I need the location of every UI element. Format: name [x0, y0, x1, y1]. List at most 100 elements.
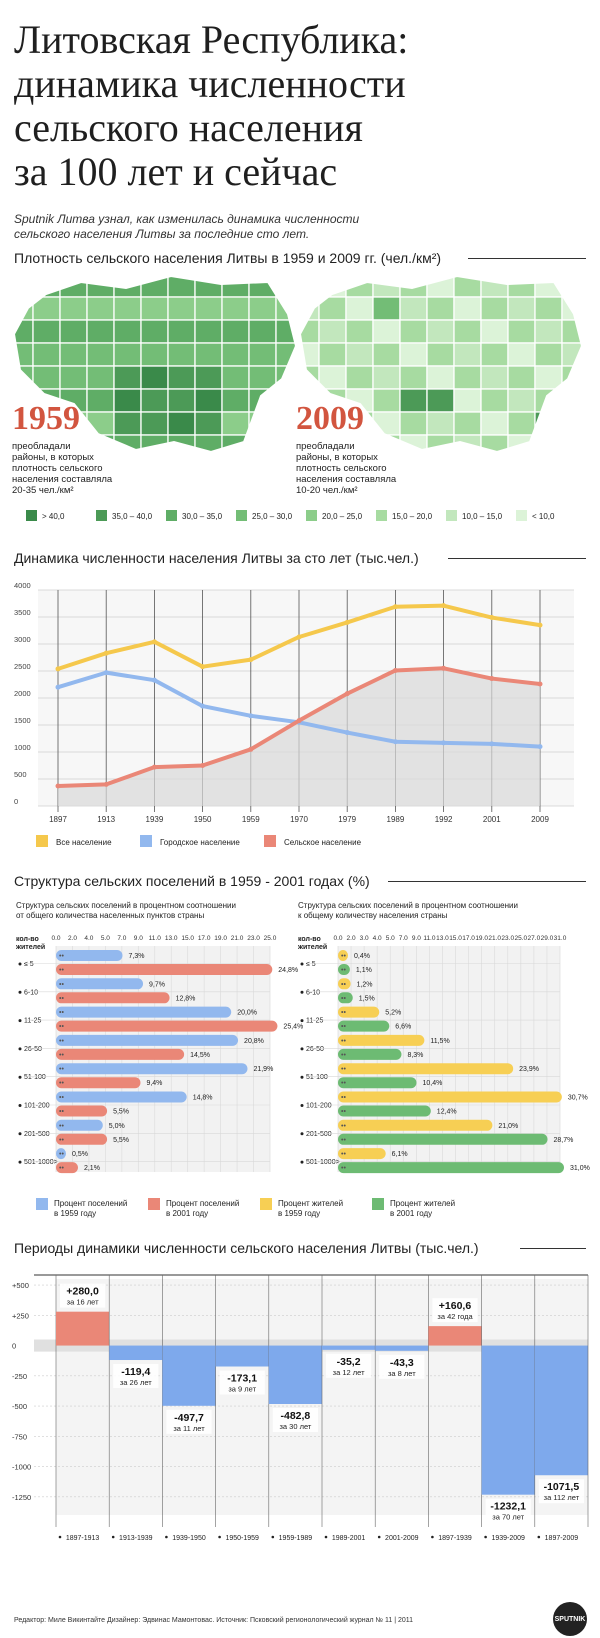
period-bar: [109, 1345, 163, 1361]
category-label: 201-500: [24, 1131, 50, 1138]
legend-label: в 1959 году: [278, 1209, 320, 1218]
year-label-2009: 2009: [296, 400, 364, 437]
panel-title-line: к общему количеству населения страны: [298, 911, 448, 920]
map-district: [300, 276, 320, 298]
bar-1: [338, 1133, 548, 1145]
category-label: ≤ 5: [24, 961, 34, 968]
category-label: 11-25: [306, 1018, 323, 1025]
map-district: [399, 342, 428, 367]
x-tick-label: 5.0: [101, 935, 110, 942]
category-dot: [58, 1535, 62, 1539]
x-tick-label: 1897-1939: [438, 1535, 472, 1542]
bar-value-label: 14,8%: [193, 1095, 213, 1102]
map-district: [86, 411, 115, 436]
x-tick-label: 1939-1950: [172, 1535, 206, 1542]
bar-dots: ••: [59, 953, 64, 960]
title-line-2: динамика численности: [14, 61, 406, 106]
x-tick-label: 1897-1913: [66, 1535, 100, 1542]
bar-dots: ••: [59, 1024, 64, 1031]
legend-label: 20,0 – 25,0: [322, 512, 363, 521]
category-dot: [300, 1019, 304, 1023]
bar-value-label: 0,4%: [354, 953, 370, 960]
period-bar: [56, 1311, 110, 1346]
bar-value-label: 20,8%: [244, 1038, 264, 1045]
map-note-line: населения составляла: [12, 474, 113, 485]
data-point: [248, 713, 254, 719]
map-note-line: 20-35 чел./км²: [12, 485, 74, 496]
data-point: [248, 746, 254, 752]
map-district: [561, 276, 582, 298]
bar-value-label: 1,1%: [356, 967, 372, 974]
legend-swatch: [96, 510, 107, 521]
map-note-line: плотность сельского: [12, 463, 103, 474]
map-district: [453, 365, 482, 390]
x-tick-label: 19.0: [475, 935, 488, 942]
bar-value-label: 31,0%: [570, 1165, 590, 1172]
map-district: [507, 296, 536, 321]
legend-swatch: [446, 510, 457, 521]
data-point: [489, 676, 495, 682]
bar-value-label: 30,7%: [568, 1095, 588, 1102]
bar-0: [56, 1034, 239, 1046]
x-tick-label: 15.0: [181, 935, 194, 942]
x-tick-label: 3.0: [360, 935, 369, 942]
map-district: [248, 434, 277, 452]
bar-0: [338, 1119, 493, 1131]
y-tick-label: -1250: [12, 1493, 31, 1502]
map-district: [194, 296, 223, 321]
map-district: [59, 319, 88, 344]
category-dot: [18, 1019, 22, 1023]
page-title: Литовская Республика: динамика численнос…: [14, 18, 584, 194]
map-district: [561, 365, 582, 390]
map-district: [167, 411, 196, 436]
x-tick-label: 13.0: [165, 935, 178, 942]
bar-dots: ••: [341, 1165, 346, 1172]
bar-value-label: 5,5%: [113, 1109, 129, 1116]
bar-1: [56, 1077, 141, 1089]
map-district: [248, 365, 277, 390]
sputnik-logo: SPUTNIK: [553, 1602, 587, 1636]
category-dot: [18, 962, 22, 966]
bar-dots: ••: [341, 995, 346, 1002]
line-rule: [448, 558, 586, 559]
value-label-box: [379, 1354, 425, 1379]
bar-dots: ••: [341, 953, 346, 960]
data-point: [151, 677, 157, 683]
map-district: [561, 411, 582, 436]
category-dot: [300, 1075, 304, 1079]
map-district: [480, 319, 509, 344]
x-tick-label: 0.0: [333, 935, 342, 942]
map-district: [140, 342, 169, 367]
bar-1: [56, 1105, 108, 1117]
map-district: [561, 434, 582, 452]
bar-value-label: 1,2%: [357, 981, 373, 988]
data-point: [200, 703, 206, 709]
category-dot: [18, 1075, 22, 1079]
bar-dots: ••: [341, 1080, 346, 1087]
data-point: [537, 744, 543, 750]
x-tick-label: 5.0: [386, 935, 395, 942]
map-district: [480, 342, 509, 367]
value-label-box: [272, 1407, 318, 1432]
map-district: [426, 342, 455, 367]
data-point: [344, 691, 350, 697]
x-tick-label: 15.0: [449, 935, 462, 942]
map-district: [534, 342, 563, 367]
map-district: [507, 342, 536, 367]
bars-section-title: Структура сельских поселений в 1959 - 20…: [14, 873, 370, 889]
legend-swatch: [148, 1198, 160, 1210]
map-district: [534, 319, 563, 344]
map-district: [248, 319, 277, 344]
value-label: -1071,5: [544, 1481, 580, 1493]
y-tick-label: 0: [12, 1342, 16, 1351]
legend-label: 35,0 – 40,0: [112, 512, 153, 521]
data-point: [489, 615, 495, 621]
value-label: -482,8: [281, 1410, 311, 1422]
bar-value-label: 20,0%: [237, 1010, 257, 1017]
map-district: [507, 411, 536, 436]
bar-1: [56, 964, 273, 975]
category-label: 501-1000>: [306, 1159, 340, 1166]
map-district: [140, 411, 169, 436]
bar-value-label: 6,6%: [395, 1024, 411, 1031]
bar-0: [56, 978, 144, 990]
